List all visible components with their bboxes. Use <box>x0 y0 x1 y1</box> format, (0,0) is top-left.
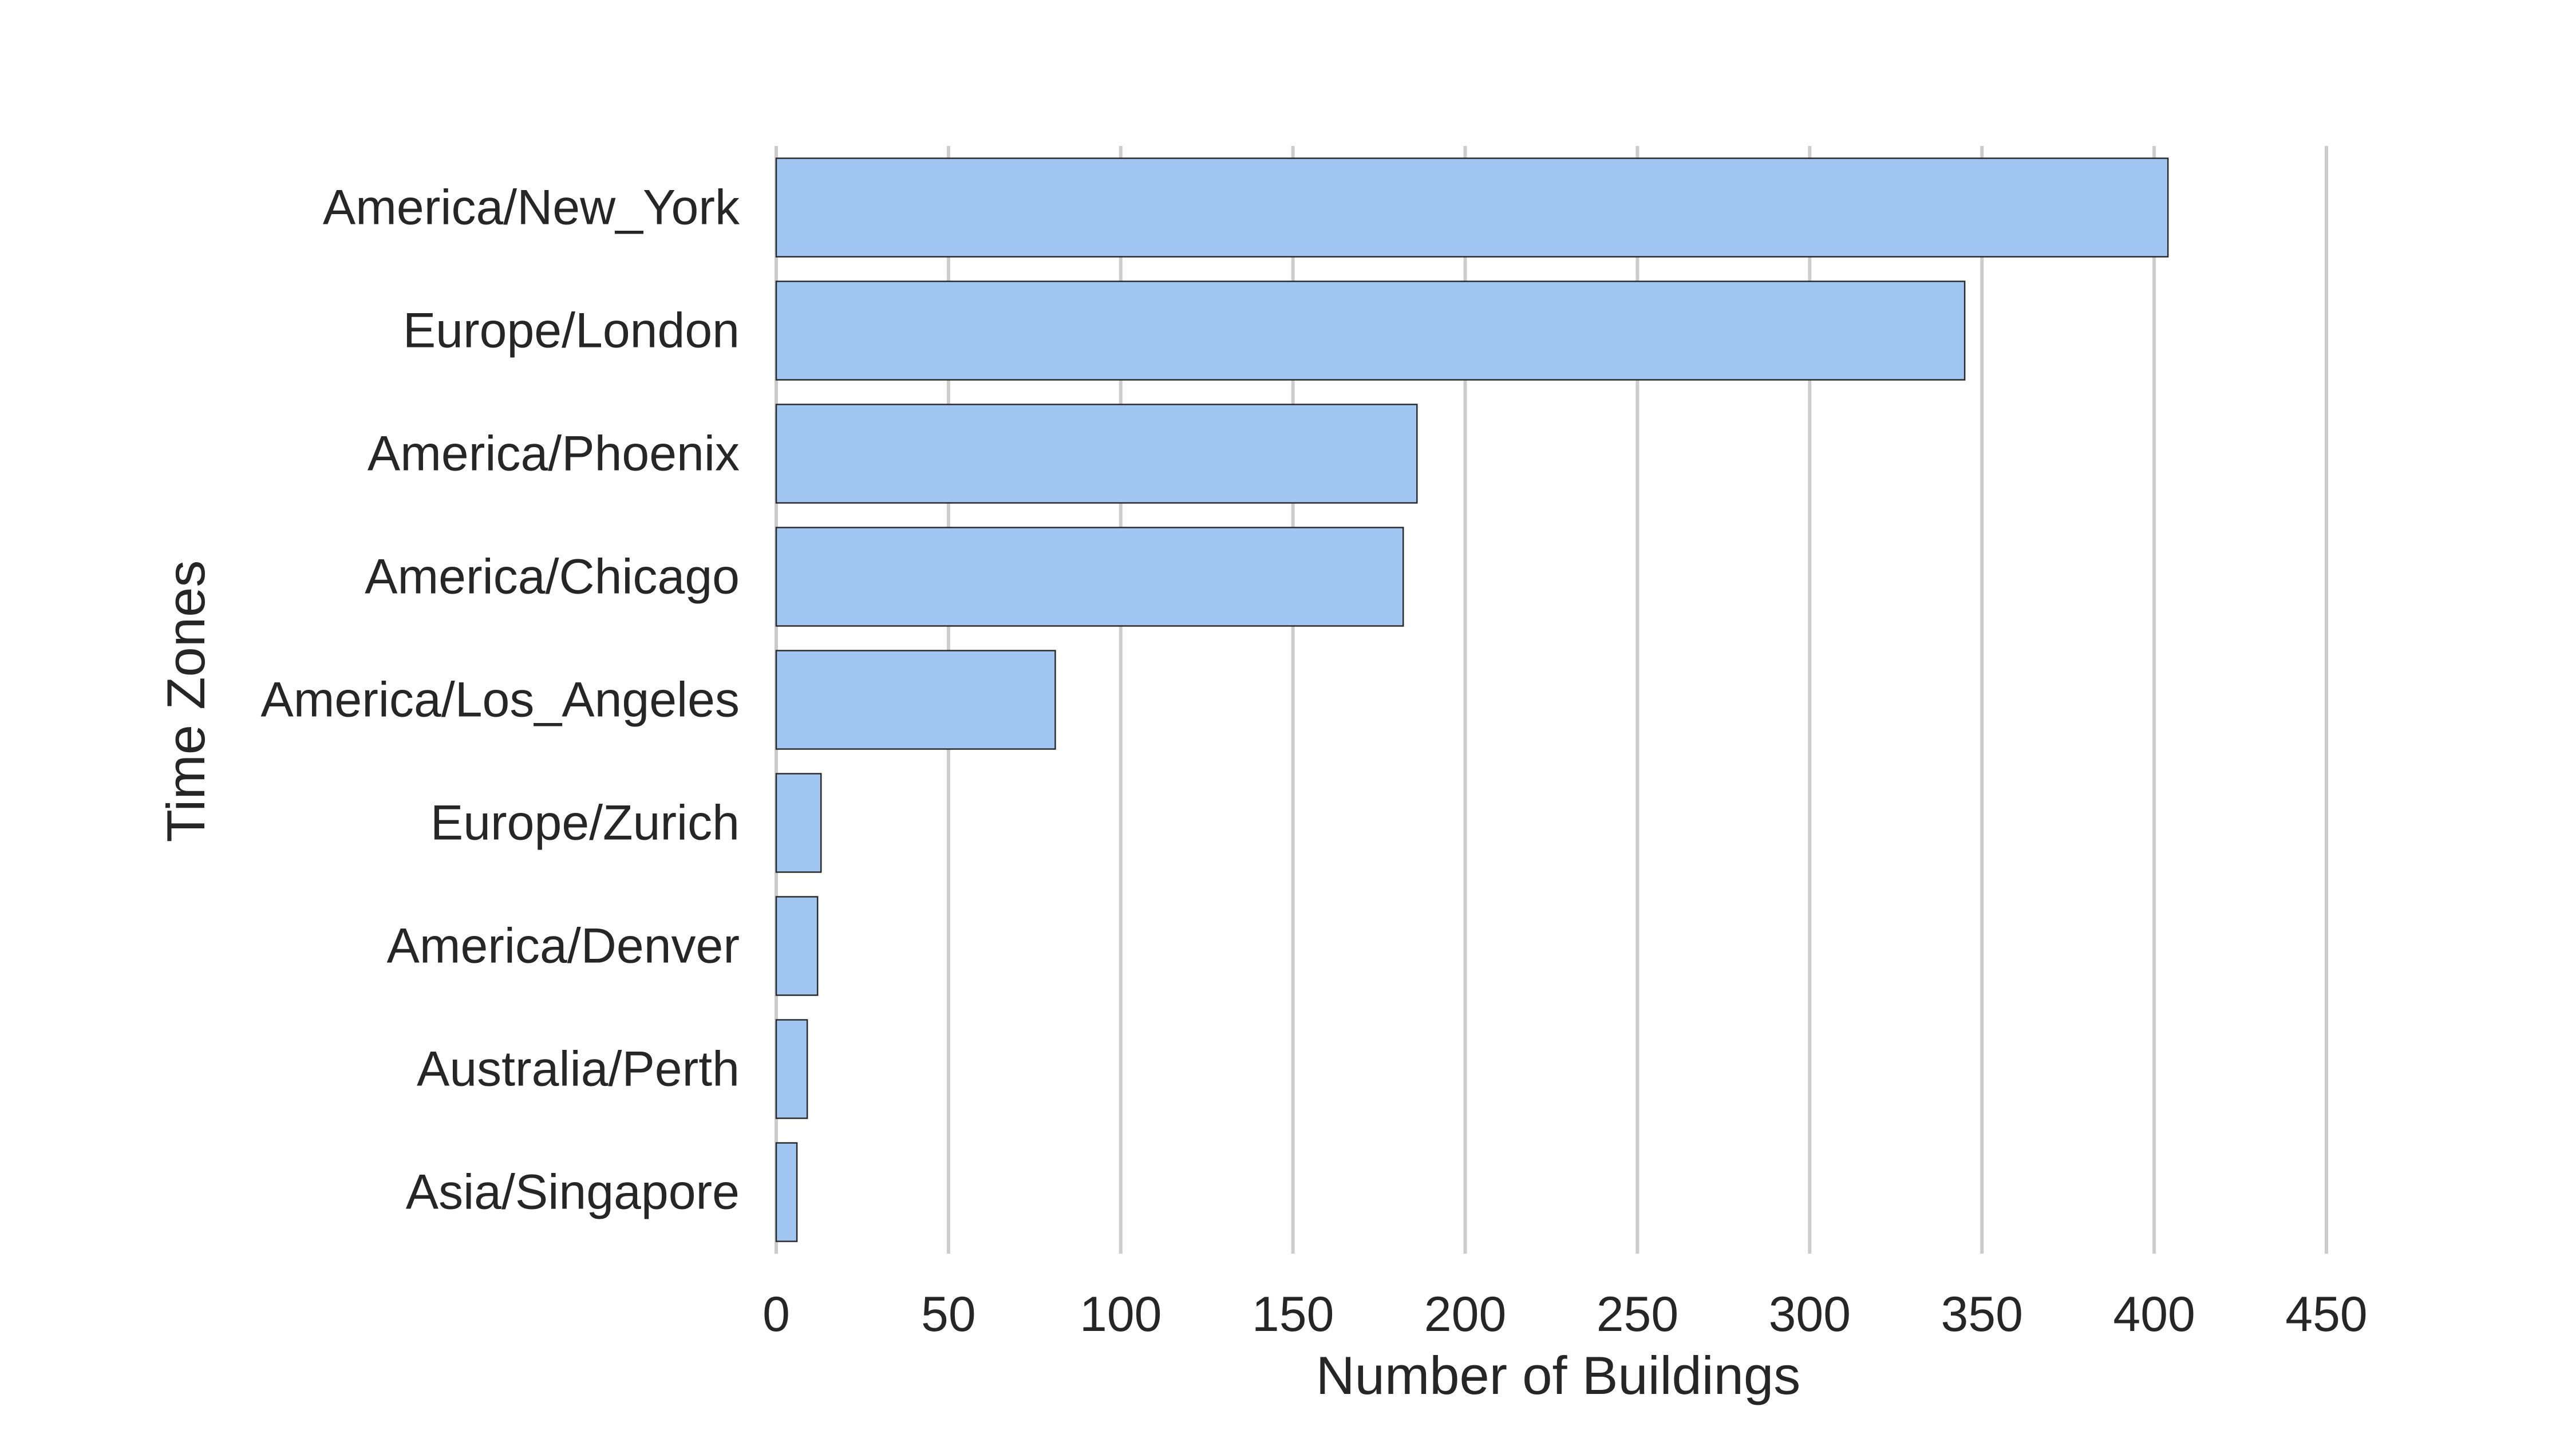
bar <box>775 1142 798 1242</box>
y-tick-label: America/New_York <box>323 180 740 235</box>
bar <box>775 1019 808 1119</box>
bar <box>775 404 1418 504</box>
x-tick-label: 100 <box>1080 1287 1162 1342</box>
bar <box>775 157 2169 258</box>
x-tick-label: 250 <box>1597 1287 1679 1342</box>
x-tick-label: 400 <box>2113 1287 2195 1342</box>
bar <box>775 281 1966 381</box>
bar <box>775 896 819 996</box>
bar <box>775 527 1404 627</box>
y-tick-label: Australia/Perth <box>417 1042 740 1097</box>
bars <box>775 157 2169 1242</box>
y-tick-label: Europe/London <box>403 303 740 358</box>
x-tick-labels: 0 50 100 150 200 250 300 350 400 450 <box>762 1287 2368 1342</box>
x-tick-label: 0 <box>762 1287 790 1342</box>
y-tick-label: Asia/Singapore <box>406 1165 740 1220</box>
x-tick-label: 450 <box>2285 1287 2368 1342</box>
y-tick-label: America/Chicago <box>365 550 740 605</box>
bar <box>775 773 822 873</box>
y-tick-label: Europe/Zurich <box>430 796 740 851</box>
y-tick-label: America/Phoenix <box>368 426 740 481</box>
x-tick-label: 50 <box>921 1287 976 1342</box>
bar <box>775 650 1056 750</box>
y-tick-label: America/Los_Angeles <box>260 673 740 728</box>
x-axis-title: Number of Buildings <box>1316 1345 1800 1405</box>
y-tick-label: America/Denver <box>386 919 740 974</box>
x-tick-label: 350 <box>1941 1287 2023 1342</box>
x-tick-label: 300 <box>1769 1287 1851 1342</box>
y-axis-title: Time Zones <box>156 560 216 843</box>
x-tick-label: 150 <box>1252 1287 1334 1342</box>
y-tick-labels: America/New_York Europe/London America/Pho… <box>260 180 740 1220</box>
x-tick-label: 200 <box>1424 1287 1507 1342</box>
